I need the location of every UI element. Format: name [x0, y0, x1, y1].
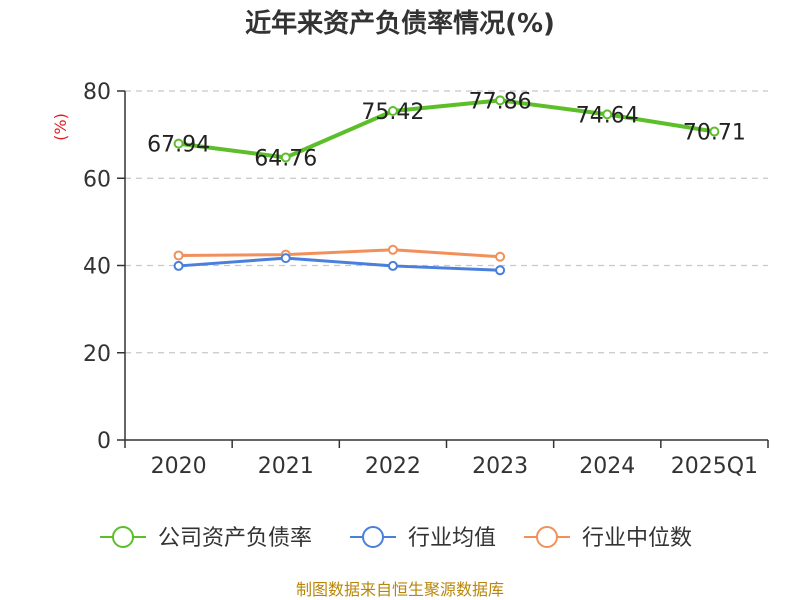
data-label: 64.76 [254, 146, 317, 171]
data-point [173, 260, 184, 271]
legend-swatch-marker [536, 526, 558, 548]
source-note: 制图数据来自恒生聚源数据库 [296, 580, 504, 599]
chart-title: 近年来资产负债率情况(%) [245, 8, 555, 39]
y-tick-label: 80 [83, 80, 111, 105]
data-point [387, 260, 398, 271]
y-tick-label: 0 [97, 429, 111, 454]
data-label: 75.42 [361, 100, 424, 125]
data-point [387, 105, 398, 116]
data-point [280, 152, 291, 163]
data-label: 70.71 [683, 121, 746, 146]
data-point [709, 126, 720, 137]
legend: 公司资产负债率 行业均值 行业中位数 [100, 526, 692, 551]
data-point [495, 251, 506, 262]
data-point [280, 253, 291, 264]
legend-item-0: 公司资产负债率 [100, 526, 312, 551]
x-tick-label: 2022 [365, 454, 421, 479]
y-axis-label: (%) [51, 113, 70, 141]
data-point [173, 138, 184, 149]
data-point [602, 109, 613, 120]
y-tick-label: 20 [83, 342, 111, 367]
x-tick-label: 2020 [151, 454, 207, 479]
legend-item-2: 行业中位数 [524, 526, 692, 551]
data-label-layer: 67.94 64.76 75.42 77.86 74.64 70.71 [147, 89, 746, 171]
series-line-0 [176, 98, 717, 160]
data-label: 77.86 [469, 89, 532, 114]
legend-label: 行业均值 [408, 526, 496, 551]
data-point [495, 95, 506, 106]
series-line-1 [177, 256, 502, 272]
x-tick-label: 2023 [472, 454, 528, 479]
legend-item-1: 行业均值 [350, 526, 496, 551]
data-point [173, 250, 184, 261]
x-tick-label: 2021 [258, 454, 314, 479]
grid-layer [125, 90, 768, 354]
legend-label: 行业中位数 [582, 526, 692, 551]
y-tick-label: 60 [83, 167, 111, 192]
data-point [387, 244, 398, 255]
legend-swatch-marker [112, 526, 134, 548]
series-line-2 [177, 248, 502, 259]
x-tick-label: 2024 [579, 454, 635, 479]
data-label: 74.64 [576, 103, 639, 128]
data-point [495, 265, 506, 276]
legend-swatch-marker [362, 526, 384, 548]
axis-layer: 0 20 40 60 80 2020 2021 2022 2023 2024 2025Q1 [83, 80, 769, 479]
series-layer [173, 95, 720, 276]
y-tick-label: 40 [83, 255, 111, 280]
data-label: 67.94 [147, 133, 210, 158]
x-tick-label: 2025Q1 [671, 454, 758, 479]
legend-label: 公司资产负债率 [158, 526, 312, 551]
